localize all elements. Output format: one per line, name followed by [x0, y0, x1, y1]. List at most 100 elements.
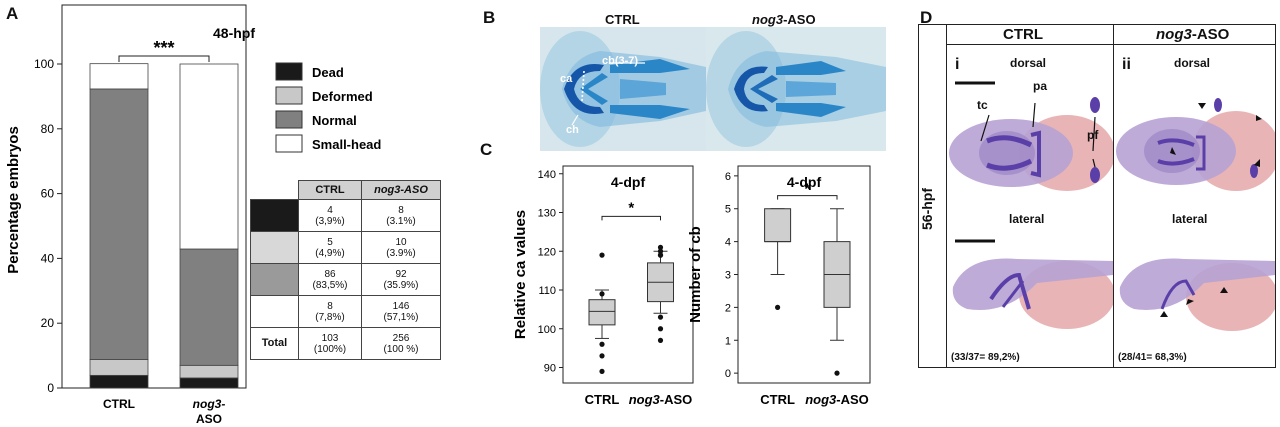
table-cell: 5 (4,9%): [298, 231, 362, 264]
outlier-point: [657, 252, 664, 258]
table-swatch-dead: [250, 199, 299, 232]
bar-segment: [179, 63, 239, 250]
y-tick-label: 1: [725, 335, 731, 347]
bar-segment: [179, 377, 239, 389]
significance-stars: ***: [153, 38, 174, 58]
y-tick-label: 60: [41, 187, 55, 201]
bar-segment: [89, 359, 149, 376]
panel-letter-b: B: [483, 8, 496, 27]
outlier-point: [599, 353, 605, 359]
panel-letter-c: C: [480, 140, 493, 159]
outlier-point: [657, 244, 664, 250]
y-tick-label: 3: [725, 270, 731, 282]
panel-d-stage-label: 56-hpf: [919, 188, 935, 230]
table-cell: 10 (3.9%): [361, 231, 441, 264]
legend-label-dead: Dead: [312, 65, 344, 80]
y-tick-label: 0: [47, 381, 54, 395]
outlier-point: [834, 370, 840, 376]
table-row: 86 (83,5%) 92 (35.9%): [250, 263, 441, 296]
y-tick-label: 100: [34, 57, 54, 71]
outlier-point: [657, 314, 664, 320]
panel-d-frame: [918, 24, 1276, 368]
outlier-point: [657, 326, 664, 332]
panel-d-lateral-ctrl: lateral: [1009, 212, 1045, 226]
label-tc: tc: [977, 98, 988, 112]
y-axis-label: Relative ca values: [512, 210, 529, 339]
table-cell: 86 (83,5%): [298, 263, 362, 296]
label-ca: ca: [560, 73, 573, 85]
outlier-point: [599, 368, 605, 374]
table-swatch-deformed: [250, 231, 299, 264]
x-tick-label: CTRL: [103, 397, 135, 411]
bar-segment: [179, 364, 239, 379]
x-tick-label: CTRL: [585, 392, 620, 407]
plot-frame: [61, 4, 247, 389]
x-tick-label: nog3-: [193, 397, 226, 411]
y-axis-label: Percentage embryos: [5, 126, 22, 274]
bar-segment: [179, 248, 239, 366]
y-tick-label: 90: [544, 363, 556, 375]
panel-b-ctrl-label: CTRL: [605, 12, 640, 27]
cartilage-image-ctrl: [540, 27, 706, 151]
ish-image-nog3-lateral: [1114, 225, 1275, 350]
table-row: 8 (7,8%) 146 (57,1%): [250, 295, 441, 328]
table-cell: 256 (100 %): [361, 327, 441, 360]
y-tick-label: 6: [725, 171, 731, 183]
significance-star: *: [804, 181, 810, 198]
panel-b-nog3-label: nog3-ASO: [752, 12, 816, 27]
chart-legend: Dead Deformed Normal Small-head: [275, 62, 381, 153]
box: [588, 299, 616, 326]
table-cell: 4 (3,9%): [298, 199, 362, 232]
x-tick-label: ASO: [196, 412, 222, 426]
outlier-point: [657, 248, 664, 254]
box: [764, 208, 792, 243]
ish-image-ctrl-dorsal: [947, 45, 1113, 205]
panel-d-dorsal-nog3: dorsal: [1174, 56, 1211, 70]
y-tick-label: 0: [725, 368, 731, 380]
table-header-ctrl: CTRL: [298, 180, 362, 200]
panel-d-column-divider: [1113, 24, 1114, 368]
panel-d-sub-ii: ii: [1122, 56, 1131, 73]
table-swatch-small-head: [250, 295, 299, 328]
panel-letter-a: A: [6, 4, 19, 23]
panel-d-sub-i: i: [955, 56, 960, 73]
table-cell: 8 (3.1%): [361, 199, 441, 232]
legend-swatch-small-head: [275, 134, 303, 153]
label-cb: cb(3-7): [602, 55, 639, 67]
x-tick-label: nog3-ASO: [629, 392, 693, 407]
y-tick-label: 120: [538, 246, 556, 258]
significance-bracket: [118, 55, 210, 62]
count-ctrl: (33/37= 89,2%): [951, 352, 1020, 363]
stacked-bar-chart: 0 20 40 60 80 100 Percentage embryos 48-hpf CTRL…: [5, 4, 381, 426]
y-tick-label: 100: [538, 324, 556, 336]
table-cell: 103 (100%): [298, 327, 362, 360]
table-swatch-normal: [250, 263, 299, 296]
panel-letter-d: D: [920, 8, 933, 27]
chart-title: 4-dpf: [611, 174, 646, 190]
y-axis-label: Number of cb: [687, 226, 704, 323]
significance-star: *: [628, 199, 634, 216]
outlier-point: [775, 304, 781, 310]
cartilage-image-nog3: [706, 27, 886, 151]
outlier-point: [657, 337, 664, 343]
panel-d-stage-divider: [946, 24, 947, 368]
legend-label-normal: Normal: [312, 113, 357, 128]
y-tick-label: 130: [538, 208, 556, 220]
panel-d-header-divider: [946, 44, 1276, 45]
y-tick-label: 110: [538, 285, 556, 297]
y-tick-label: 80: [41, 122, 55, 136]
panel-d-lateral-nog3: lateral: [1172, 212, 1208, 226]
table-cell: 146 (57,1%): [361, 295, 441, 328]
ish-image-nog3-dorsal: [1114, 45, 1275, 205]
y-tick-label: 2: [725, 302, 731, 314]
significance-bracket: [777, 195, 838, 200]
x-tick-label: nog3-ASO: [805, 392, 869, 407]
x-tick-label: CTRL: [760, 392, 795, 407]
label-pf: pf: [1087, 128, 1099, 142]
bar-segment: [89, 63, 149, 90]
bar-segment: [89, 374, 149, 389]
outlier-point: [599, 341, 605, 347]
legend-label-small-head: Small-head: [312, 137, 381, 152]
label-ch: ch: [566, 124, 579, 136]
y-tick-label: 140: [538, 169, 556, 181]
